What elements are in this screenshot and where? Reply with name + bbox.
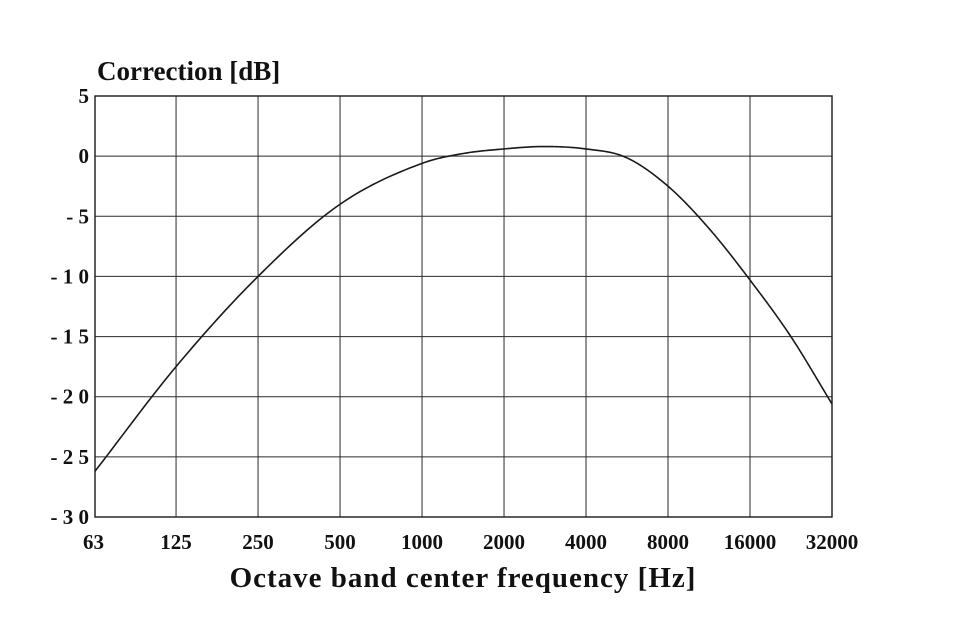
x-tick-label: 16000 xyxy=(724,530,777,554)
y-tick-label: 5 xyxy=(79,84,90,108)
x-tick-label: 500 xyxy=(324,530,356,554)
correction-curve-line xyxy=(94,145,833,472)
y-tick-label: - 2 5 xyxy=(51,445,90,469)
x-tick-label: 4000 xyxy=(565,530,607,554)
y-tick-label: - 5 xyxy=(66,204,89,228)
y-tick-label: - 1 0 xyxy=(51,264,90,288)
x-tick-label: 2000 xyxy=(483,530,525,554)
x-tick-label: 32000 xyxy=(806,530,859,554)
y-tick-label: 0 xyxy=(79,144,90,168)
x-tick-label: 63 xyxy=(83,530,104,554)
x-tick-label: 250 xyxy=(242,530,274,554)
x-tick-label: 8000 xyxy=(647,530,689,554)
x-tick-label: 1000 xyxy=(401,530,443,554)
y-tick-label: - 3 0 xyxy=(51,505,90,529)
y-axis-ticks: 5 0 - 5 - 1 0 - 1 5 - 2 0 - 2 5 - 3 0 xyxy=(51,84,90,529)
x-tick-label: 125 xyxy=(160,530,192,554)
grid xyxy=(94,95,833,518)
y-tick-label: - 2 0 xyxy=(51,385,90,409)
y-tick-label: - 1 5 xyxy=(51,325,90,349)
y-axis-label: Correction [dB] xyxy=(97,56,280,86)
x-axis-label: Octave band center frequency [Hz] xyxy=(230,562,697,594)
plot-frame xyxy=(94,95,833,518)
x-axis-ticks: 63 125 250 500 1000 2000 4000 8000 16000 32000 xyxy=(83,530,858,554)
